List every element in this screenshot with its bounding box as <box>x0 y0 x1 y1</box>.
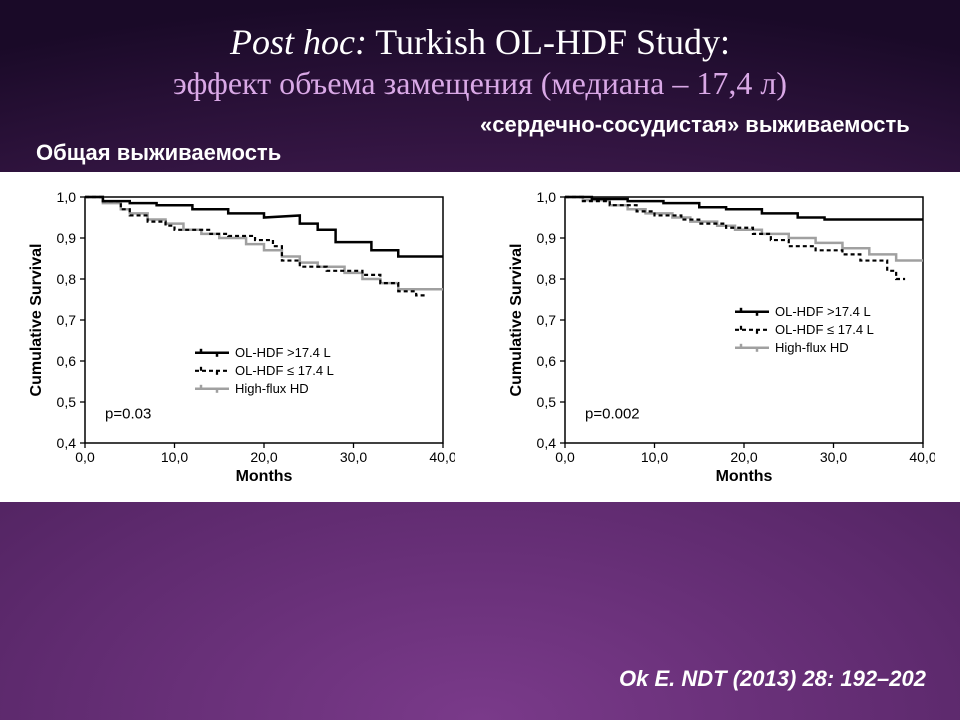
title-italic: Post hoc: <box>230 22 367 62</box>
label-right: «сердечно-сосудистая» выживаемость <box>480 112 924 166</box>
svg-text:0,5: 0,5 <box>57 394 77 410</box>
svg-text:OL-HDF >17.4 L: OL-HDF >17.4 L <box>775 304 871 319</box>
svg-text:Months: Months <box>236 468 293 485</box>
chart-labels: Общая выживаемость «сердечно-сосудистая»… <box>0 102 960 166</box>
title-line1: Post hoc: Turkish OL-HDF Study: <box>0 22 960 63</box>
svg-text:0,8: 0,8 <box>57 271 77 287</box>
title-line2: эффект объема замещения (медиана – 17,4 … <box>0 65 960 102</box>
slide: Post hoc: Turkish OL-HDF Study: эффект о… <box>0 0 960 720</box>
svg-text:0,7: 0,7 <box>537 312 557 328</box>
svg-text:OL-HDF >17.4 L: OL-HDF >17.4 L <box>235 345 331 360</box>
svg-text:High-flux HD: High-flux HD <box>235 381 309 396</box>
slide-title: Post hoc: Turkish OL-HDF Study: эффект о… <box>0 0 960 102</box>
svg-text:1,0: 1,0 <box>537 189 557 205</box>
chart-band: 0,4 0,5 0,6 0,7 0,8 0,9 1,0 0,0 10,0 20,0 30,0 40,0… <box>0 172 960 502</box>
chart-left: 0,4 0,5 0,6 0,7 0,8 0,9 1,0 0,0 10,0 20,0 30,0 40,0… <box>25 187 455 487</box>
svg-text:30,0: 30,0 <box>340 449 367 465</box>
svg-text:0,7: 0,7 <box>57 312 77 328</box>
svg-text:High-flux HD: High-flux HD <box>775 340 849 355</box>
citation: Ok E. NDT (2013) 28: 192–202 <box>619 666 926 692</box>
svg-text:30,0: 30,0 <box>820 449 847 465</box>
svg-text:p=0.002: p=0.002 <box>585 406 640 423</box>
svg-text:0,0: 0,0 <box>555 449 575 465</box>
svg-text:0,4: 0,4 <box>537 435 557 451</box>
svg-text:Cumulative Survival: Cumulative Survival <box>508 244 525 397</box>
svg-text:OL-HDF ≤ 17.4 L: OL-HDF ≤ 17.4 L <box>235 363 334 378</box>
svg-text:0,4: 0,4 <box>57 435 77 451</box>
svg-text:40,0: 40,0 <box>429 449 455 465</box>
svg-text:20,0: 20,0 <box>250 449 277 465</box>
svg-text:0,0: 0,0 <box>75 449 95 465</box>
label-left: Общая выживаемость <box>36 112 480 166</box>
svg-text:p=0.03: p=0.03 <box>105 406 151 423</box>
svg-text:0,8: 0,8 <box>537 271 557 287</box>
svg-text:0,6: 0,6 <box>57 353 77 369</box>
svg-text:Cumulative Survival: Cumulative Survival <box>28 244 45 397</box>
svg-text:0,5: 0,5 <box>537 394 557 410</box>
svg-text:40,0: 40,0 <box>909 449 935 465</box>
svg-text:0,9: 0,9 <box>537 230 557 246</box>
svg-text:Months: Months <box>716 468 773 485</box>
svg-text:20,0: 20,0 <box>730 449 757 465</box>
chart-right: 0,4 0,5 0,6 0,7 0,8 0,9 1,0 0,0 10,0 20,0 30,0 40,0… <box>505 187 935 487</box>
title-rest: Turkish OL-HDF Study: <box>367 22 730 62</box>
svg-text:10,0: 10,0 <box>641 449 668 465</box>
svg-text:OL-HDF ≤ 17.4 L: OL-HDF ≤ 17.4 L <box>775 322 874 337</box>
svg-text:0,9: 0,9 <box>57 230 77 246</box>
svg-text:1,0: 1,0 <box>57 189 77 205</box>
svg-text:10,0: 10,0 <box>161 449 188 465</box>
svg-text:0,6: 0,6 <box>537 353 557 369</box>
